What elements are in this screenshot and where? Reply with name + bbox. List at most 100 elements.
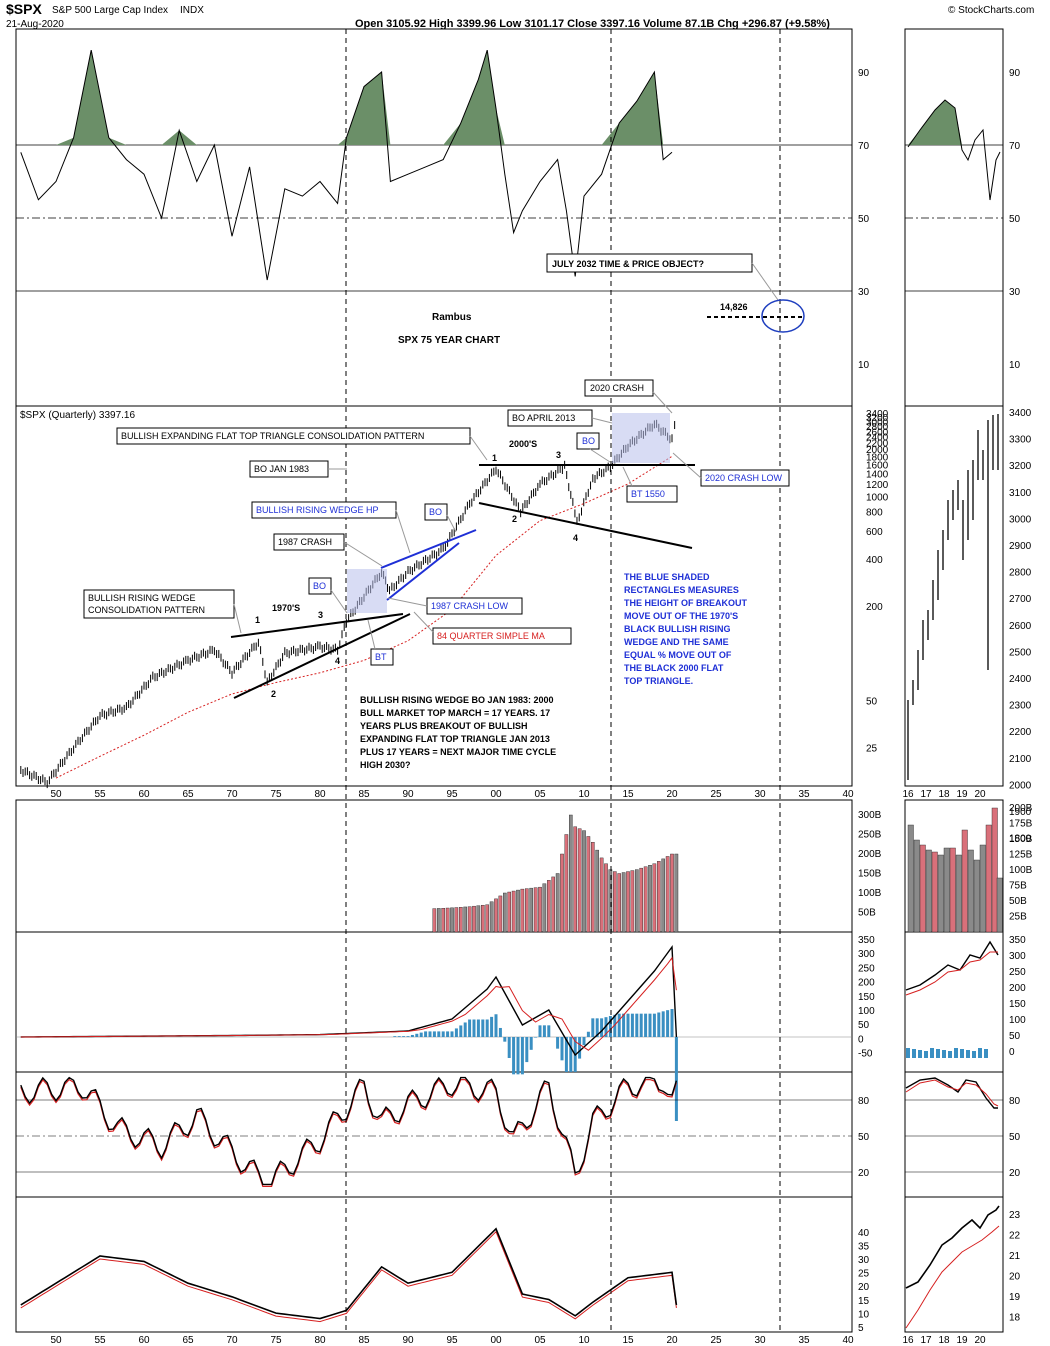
mini-macd-hist <box>936 1049 940 1058</box>
bt1550-box <box>626 485 678 503</box>
mini-macd-hist <box>984 1049 988 1058</box>
chart-subtitle: SPX 75 YEAR CHART <box>398 335 500 346</box>
macd-hist-bar <box>534 1037 538 1038</box>
mini-price-tick: 2200 <box>1009 727 1032 738</box>
symbol: $SPX <box>6 1 42 17</box>
stoch-k-line <box>20 1076 678 1186</box>
price-tick-label: 1400 <box>866 469 889 480</box>
x-tick-label: 70 <box>226 789 238 800</box>
volume-bar <box>648 865 652 933</box>
volume-bar <box>459 907 463 933</box>
macd-hist-bar <box>463 1022 467 1037</box>
wave-4-2000s: 4 <box>573 533 578 543</box>
mini-volume-bar <box>955 854 962 933</box>
mini-x-tick: 16 <box>902 789 914 800</box>
ohlc-readout: Open 3105.92 High 3399.96 Low 3101.17 Cl… <box>355 18 830 30</box>
volume-tick-label: 200B <box>858 849 882 860</box>
black-note-line: HIGH 2030? <box>360 760 411 770</box>
crash2020-box <box>584 379 654 397</box>
macd-tick-label: 0 <box>858 1034 864 1045</box>
flat-top-pointer <box>469 435 488 461</box>
x-tick-label: 55 <box>94 789 106 800</box>
mini-volume-tick: 200B <box>1009 803 1033 814</box>
x-tick-label: 65 <box>182 789 194 800</box>
macd-hist-bar <box>494 1014 498 1037</box>
volume-bar <box>516 889 520 933</box>
volume-bar <box>520 888 525 933</box>
volume-bar <box>630 870 635 933</box>
mini-macd-hist <box>972 1051 976 1058</box>
crash2020-text: 2020 CRASH <box>590 383 644 393</box>
x-tick-label: 20 <box>666 1335 678 1346</box>
rsi-tick-label: 30 <box>858 287 870 298</box>
measure-box-1983 <box>347 569 387 613</box>
adx-tick-label: 15 <box>858 1296 870 1307</box>
x-tick-label: 05 <box>534 789 546 800</box>
price-tick-label: 200 <box>866 602 883 613</box>
mini-macd-hist <box>948 1051 952 1058</box>
mini-volume-bar <box>961 829 968 933</box>
volume-bar <box>674 853 679 933</box>
volume-tick-label: 250B <box>858 830 882 841</box>
volume-bar <box>463 906 468 933</box>
crashlow1987-text: 1987 CRASH LOW <box>431 601 509 611</box>
macd-hist-bar <box>604 1017 608 1037</box>
mini-volume-bar <box>985 824 992 933</box>
adx-tick-label: 20 <box>858 1282 870 1293</box>
mini-price-tick: 1900 <box>1009 807 1032 818</box>
volume-bar <box>542 883 547 933</box>
mini-volume-bar <box>967 849 974 933</box>
volume-bar <box>670 853 674 933</box>
mini-adx-tick: 23 <box>1009 1210 1021 1221</box>
decade-1970s-label: 1970'S <box>272 603 300 613</box>
macd-hist-bar <box>635 1013 639 1037</box>
mini-rsi-panel <box>904 28 1004 407</box>
mini-adx-signal <box>905 1225 1000 1329</box>
price-panel <box>15 405 853 787</box>
mini-x-tick: 20 <box>974 789 986 800</box>
x-tick-label: 50 <box>50 789 62 800</box>
bt1-text: BT <box>375 652 387 662</box>
price-tick-label: 600 <box>866 527 883 538</box>
mini-rsi-tick: 70 <box>1009 141 1021 152</box>
x-tick-label: 90 <box>402 789 414 800</box>
x-tick-label: 25 <box>710 789 722 800</box>
macd-hist-bar <box>564 1037 568 1072</box>
macd-hist-bar <box>547 1025 551 1037</box>
author-label: Rambus <box>432 312 472 323</box>
mini-macd-tick: 250 <box>1009 967 1026 978</box>
mini-price-tick: 2800 <box>1009 568 1032 579</box>
volume-bar <box>657 861 661 933</box>
volume-bar <box>498 895 503 933</box>
callout-pointer <box>751 262 779 301</box>
volume-bar <box>665 856 670 933</box>
x-tick-label: 30 <box>754 1335 766 1346</box>
mini-volume-bar <box>979 844 986 933</box>
measure-box-2013 <box>612 413 670 463</box>
price-tick-label: 2200 <box>866 439 889 450</box>
x-tick-label: 15 <box>622 789 634 800</box>
mini-price-tick: 2900 <box>1009 541 1032 552</box>
blue-note-line: MOVE OUT OF THE 1970'S <box>624 611 738 621</box>
x-tick-label: 70 <box>226 1335 238 1346</box>
volume-tick-label: 300B <box>858 810 882 821</box>
mini-macd-line <box>905 940 999 991</box>
macd-hist-bar <box>600 1018 604 1037</box>
macd-hist-bar <box>468 1019 472 1037</box>
wedge-cons-text-1: BULLISH RISING WEDGE <box>88 593 196 603</box>
mini-adx-tick: 19 <box>1009 1292 1021 1303</box>
mini-macd-hist <box>924 1051 928 1058</box>
macd-line <box>20 944 678 1057</box>
macd-hist-bar <box>454 1028 458 1037</box>
mini-volume-bar <box>996 877 1003 933</box>
macd-hist-bar <box>630 1013 634 1037</box>
mini-x-tick: 17 <box>920 789 932 800</box>
macd-hist-bar <box>472 1019 476 1037</box>
x-tick-label: 00 <box>490 1335 502 1346</box>
mini-price-tick: 2300 <box>1009 701 1032 712</box>
black-note-line: EXPANDING FLAT TOP TRIANGLE JAN 2013 <box>360 734 550 744</box>
mini-stoch-d <box>905 1079 999 1107</box>
mini-macd-tick: 0 <box>1009 1047 1015 1058</box>
blue-note-line: RECTANGLES MEASURES <box>624 585 739 595</box>
